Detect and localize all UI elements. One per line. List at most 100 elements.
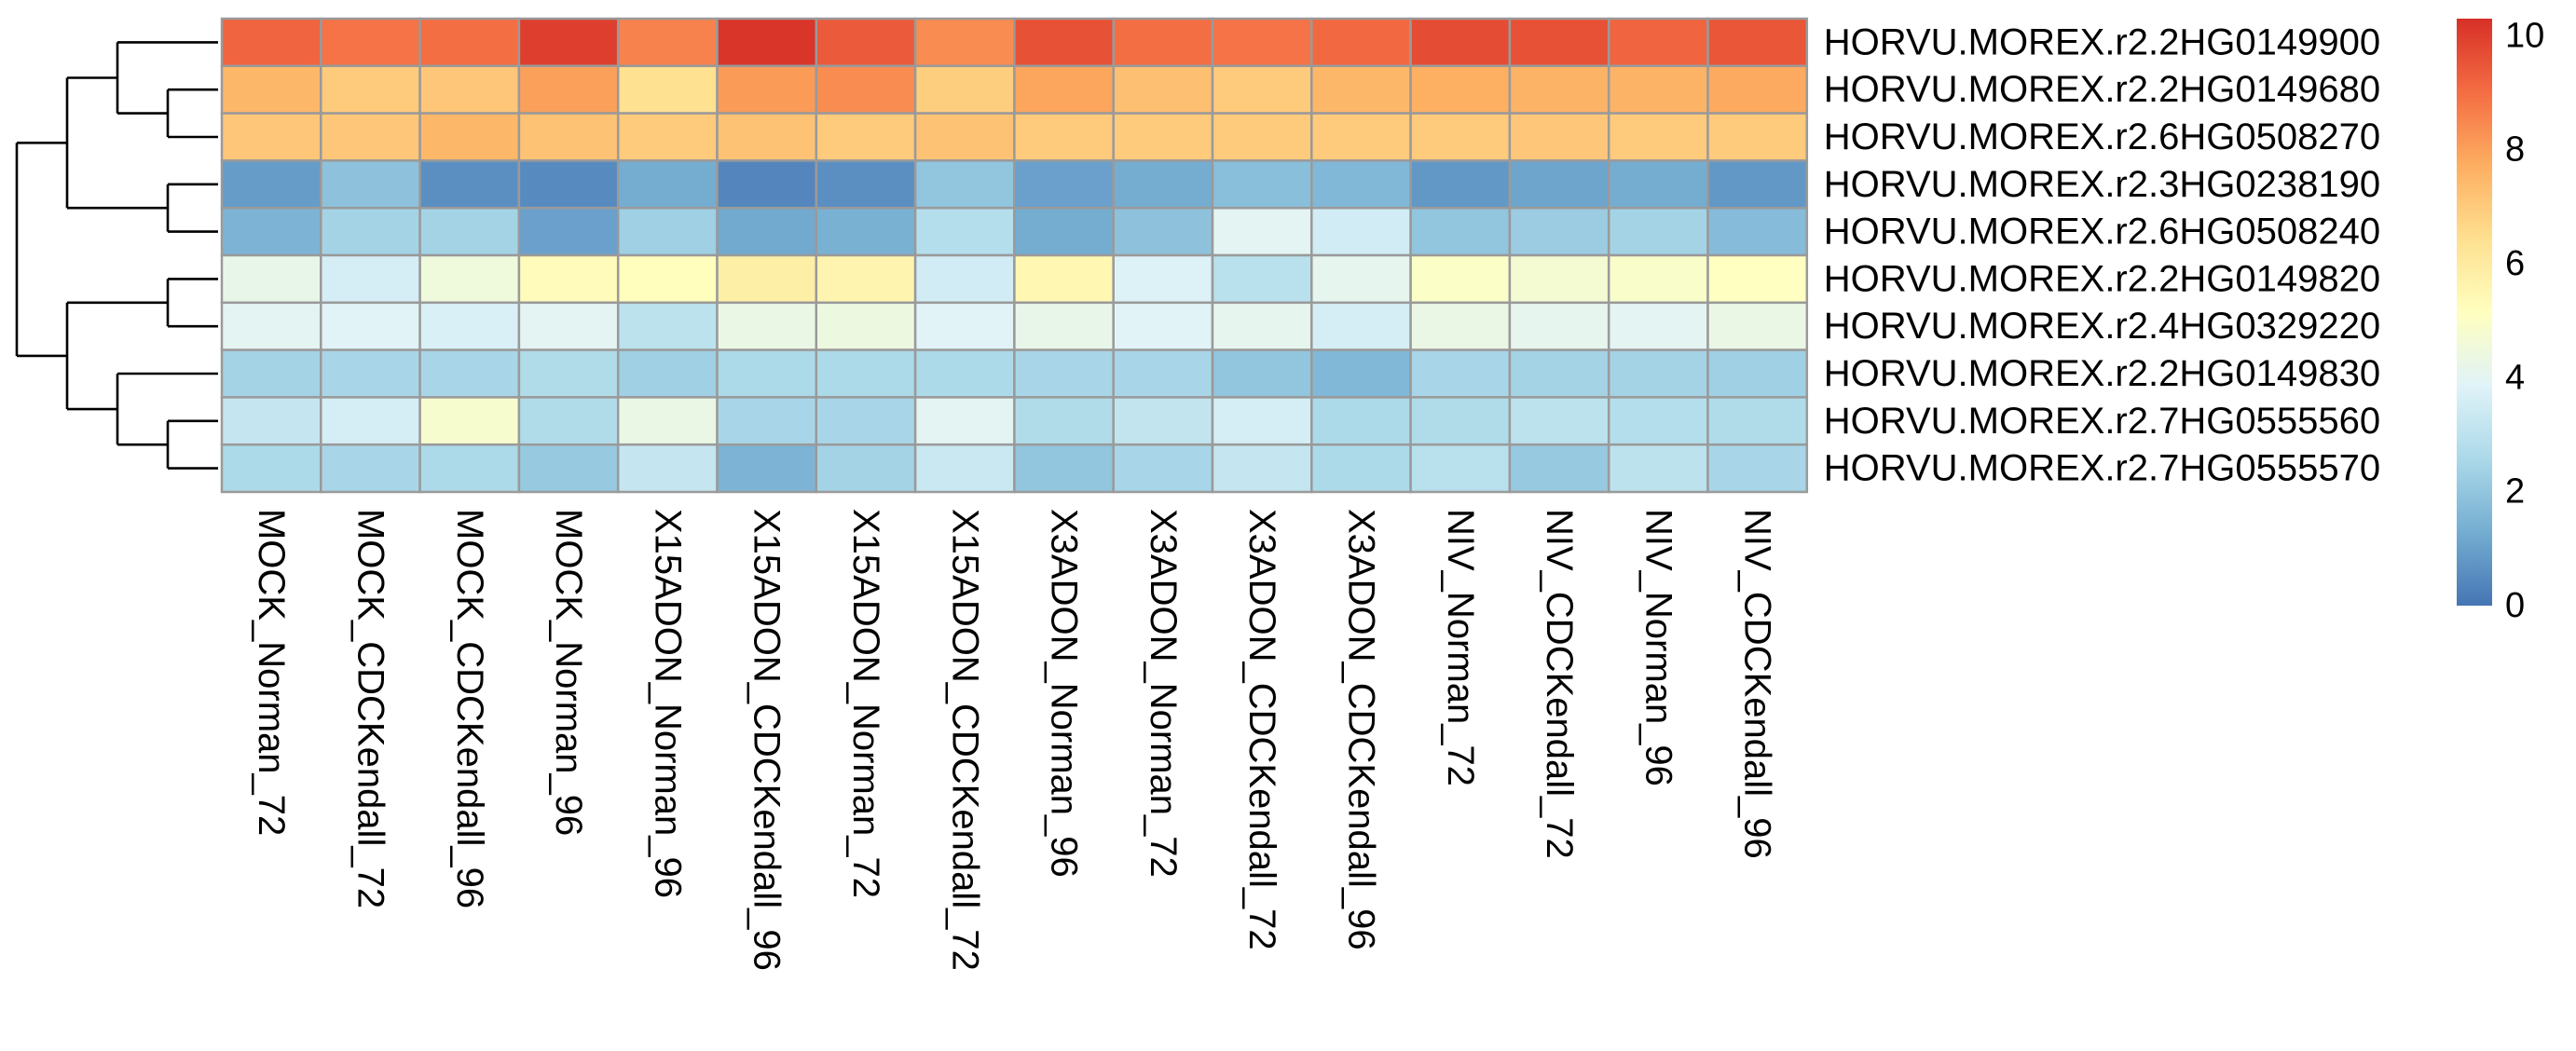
row-label: HORVU.MOREX.r2.6HG0508240 [1824, 212, 2380, 253]
heatmap-cell [1310, 348, 1412, 399]
column-label: MOCK_Norman_72 [251, 509, 292, 836]
heatmap-cell [1706, 112, 1809, 162]
heatmap-cell [716, 348, 818, 399]
row-label: HORVU.MOREX.r2.2HG0149820 [1824, 258, 2380, 299]
heatmap-cell [220, 253, 322, 305]
column-label: X15ADON_CDCKendall_72 [944, 509, 985, 971]
heatmap-cell [716, 301, 818, 351]
heatmap-cell [220, 443, 322, 494]
heatmap-cell [616, 348, 719, 399]
heatmap-cell [517, 64, 620, 115]
heatmap-cell [220, 64, 322, 115]
column-label: X15ADON_Norman_72 [845, 509, 886, 898]
heatmap-cell [418, 159, 521, 210]
heatmap-cell [418, 112, 521, 162]
heatmap-cell [716, 17, 818, 68]
column-label: NIV_Norman_96 [1637, 509, 1679, 786]
heatmap-cell [616, 301, 719, 351]
heatmap-cell [1112, 159, 1214, 210]
heatmap-cell [1706, 301, 1809, 351]
column-label: MOCK_CDCKendall_72 [349, 509, 391, 908]
heatmap-cell [418, 301, 521, 351]
column-labels: MOCK_Norman_72 MOCK_CDCKendall_72 MOCK_CDC… [251, 509, 1778, 971]
heatmap-cell [1013, 396, 1115, 446]
heatmap-cell [517, 348, 620, 399]
heatmap-cell [913, 301, 1016, 351]
heatmap-cell [220, 206, 322, 257]
heatmap-cell [1112, 206, 1214, 257]
heatmap-cell [815, 443, 917, 494]
legend-tick-label: 10 [2505, 16, 2544, 55]
column-label: X3ADON_Norman_72 [1143, 509, 1184, 878]
heatmap-cell [1706, 206, 1809, 257]
heatmap-cell [1508, 253, 1610, 305]
heatmap-cell [913, 112, 1016, 162]
heatmap-cell [1112, 253, 1214, 305]
row-label: HORVU.MOREX.r2.2HG0149680 [1824, 69, 2380, 110]
heatmap-cell [815, 253, 917, 305]
legend-tick-label: 4 [2505, 358, 2525, 397]
heatmap-cell [1310, 64, 1412, 115]
heatmap-cell [1211, 17, 1313, 68]
heatmap-cell [913, 64, 1016, 115]
column-label: X3ADON_Norman_96 [1044, 509, 1085, 878]
heatmap-cell [418, 17, 521, 68]
heatmap-cell [616, 64, 719, 115]
heatmap-cell [616, 17, 719, 68]
heatmap-cell [1607, 253, 1709, 305]
heatmap-cell [1607, 301, 1709, 351]
heatmap-cell [418, 206, 521, 257]
heatmap-cell [1607, 159, 1709, 210]
heatmap-cell [320, 17, 421, 68]
heatmap-cell [517, 396, 620, 446]
heatmap-cell [418, 64, 521, 115]
heatmap-cell [1013, 443, 1115, 494]
legend-tick-label: 8 [2505, 130, 2525, 170]
heatmap-cell [1112, 64, 1214, 115]
heatmap-cell [1706, 159, 1809, 210]
row-label: HORVU.MOREX.r2.7HG0555560 [1824, 401, 2380, 442]
heatmap-cell [1310, 443, 1412, 494]
heatmap-cell [616, 112, 719, 162]
heatmap-cell [913, 348, 1016, 399]
heatmap-cell [320, 348, 421, 399]
heatmap-cell [1211, 64, 1313, 115]
heatmap-cell [517, 253, 620, 305]
heatmap-cell [1409, 64, 1512, 115]
heatmap-cell [1706, 253, 1809, 305]
heatmap-cell [1508, 348, 1610, 399]
heatmap-cell [1508, 64, 1610, 115]
heatmap-cell [1013, 348, 1115, 399]
row-label: HORVU.MOREX.r2.4HG0329220 [1824, 306, 2380, 347]
heatmap-cell [320, 206, 421, 257]
heatmap-cell [418, 253, 521, 305]
heatmap-cell [1706, 396, 1809, 446]
column-label: X3ADON_CDCKendall_96 [1340, 509, 1381, 950]
heatmap-cell [913, 443, 1016, 494]
heatmap-cell [517, 443, 620, 494]
column-label: MOCK_Norman_96 [548, 509, 589, 836]
heatmap-cell [1112, 348, 1214, 399]
heatmap-cell [517, 159, 620, 210]
heatmap-cell [716, 396, 818, 446]
legend-colorbar [2457, 19, 2492, 606]
heatmap-cell [1211, 206, 1313, 257]
heatmap-cell [1211, 159, 1313, 210]
heatmap-cell [320, 396, 421, 446]
heatmap-cell [815, 301, 917, 351]
heatmap-cell [220, 301, 322, 351]
heatmap-cells [220, 17, 1809, 494]
heatmap-cell [1508, 301, 1610, 351]
heatmap-cell [815, 17, 917, 68]
heatmap-cell [1508, 17, 1610, 68]
heatmap-cell [1706, 348, 1809, 399]
heatmap-cell [1013, 64, 1115, 115]
heatmap-cell [616, 159, 719, 210]
heatmap-cell [418, 396, 521, 446]
heatmap-cell [517, 17, 620, 68]
row-label: HORVU.MOREX.r2.6HG0508270 [1824, 116, 2380, 157]
heatmap-cell [1409, 301, 1512, 351]
heatmap-cell [716, 443, 818, 494]
column-label: NIV_CDCKendall_96 [1737, 509, 1778, 859]
heatmap-cell [1706, 64, 1809, 115]
